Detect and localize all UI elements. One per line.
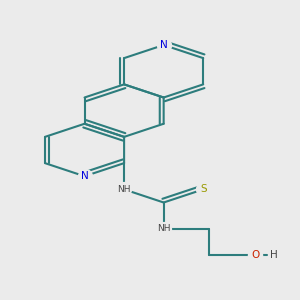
Text: H: H	[270, 250, 278, 260]
Text: S: S	[200, 184, 206, 194]
Text: NH: NH	[117, 185, 131, 194]
Text: O: O	[251, 250, 259, 260]
Text: N: N	[81, 171, 88, 181]
Text: NH: NH	[157, 224, 170, 233]
Text: O: O	[251, 250, 259, 260]
Text: N: N	[160, 40, 167, 50]
